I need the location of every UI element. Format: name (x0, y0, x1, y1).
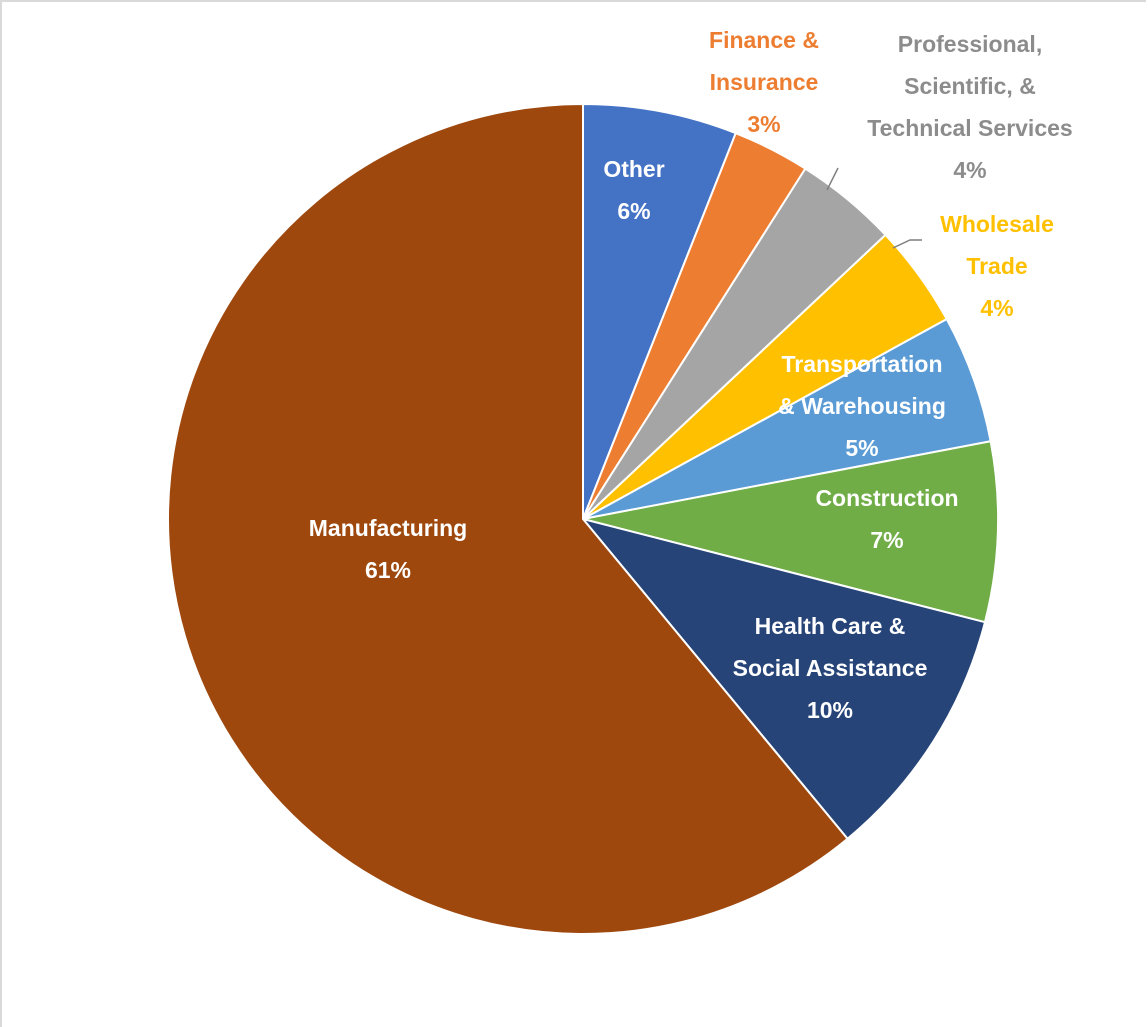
pie-slice (167, 102, 849, 935)
slice-label-line: 5% (845, 435, 878, 461)
slice-label-line: 6% (617, 198, 650, 224)
slice-label-line: Manufacturing (309, 515, 467, 541)
slice-label: Manufacturing 61% (309, 515, 467, 583)
pie-slice (580, 517, 987, 841)
slice-label-line: Construction (815, 485, 958, 511)
slice-labels: Other 6% Finance & Insurance 3% Professional,… (309, 27, 1073, 723)
slice-label-line: 3% (747, 111, 780, 137)
leader-lines (826, 167, 922, 249)
slice-label: Finance & Insurance 3% (709, 27, 819, 137)
slice-label: Transportation & Warehousing 5% (778, 351, 946, 461)
slice-label-line: Finance & (709, 27, 819, 53)
slice-label: Construction 7% (815, 485, 958, 553)
slice-label: Health Care & Social Assistance 10% (733, 613, 928, 723)
slice-label: Professional, Scientific, & Technical Serv… (867, 31, 1072, 183)
slice-label-line: Scientific, & (904, 73, 1036, 99)
slice-label-line: & Warehousing (778, 393, 946, 419)
slice-label-line: 10% (807, 697, 853, 723)
slice-label-line: Health Care & (755, 613, 906, 639)
slice-label-line: Trade (966, 253, 1027, 279)
slice-label: Other 6% (603, 156, 664, 224)
slice-label-line: Transportation (781, 351, 942, 377)
slice-label-line: 4% (980, 295, 1013, 321)
slice-label-line: Social Assistance (733, 655, 928, 681)
pie-slice (582, 440, 999, 624)
pie-slices (167, 102, 999, 935)
slice-label-line: Professional, (898, 31, 1042, 57)
slice-label-line: Technical Services (867, 115, 1072, 141)
slice-label-line: Other (603, 156, 664, 182)
slice-label-line: 7% (870, 527, 903, 553)
leader-line (892, 239, 922, 249)
pie-slice (582, 102, 738, 520)
slice-label-line: Insurance (710, 69, 819, 95)
slice-label: Wholesale Trade 4% (940, 211, 1054, 321)
slice-label-line: Wholesale (940, 211, 1054, 237)
leader-line (826, 167, 839, 191)
slice-label-line: 4% (953, 157, 986, 183)
slice-label-line: 61% (365, 557, 411, 583)
